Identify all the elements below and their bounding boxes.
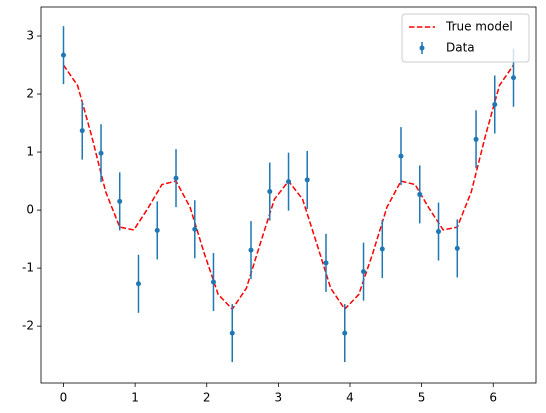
data-point (98, 150, 104, 156)
data-point (135, 281, 141, 287)
data-point (398, 153, 404, 159)
data-point (79, 128, 85, 134)
data-point (511, 75, 517, 81)
data-point (154, 227, 160, 233)
data-point (379, 246, 385, 252)
data-point (229, 330, 235, 336)
x-tick-label: 6 (489, 391, 497, 405)
plot-frame (40, 6, 537, 384)
legend-marker (419, 45, 425, 51)
data-point (436, 229, 442, 235)
data-point (323, 260, 329, 266)
legend-label: True model (445, 20, 513, 34)
y-tick-label: 0 (26, 203, 34, 217)
legend-label: Data (446, 41, 475, 55)
data-point (304, 177, 310, 183)
x-tick-label: 3 (275, 391, 283, 405)
data-point (454, 245, 460, 251)
data-point (342, 330, 348, 336)
y-tick-label: 1 (26, 145, 34, 159)
data-point (361, 269, 367, 275)
data-point (248, 247, 254, 253)
legend-box (401, 13, 530, 63)
x-tick-label: 0 (60, 391, 68, 405)
data-point (192, 226, 198, 232)
data-point (286, 179, 292, 185)
x-tick-label: 2 (203, 391, 211, 405)
y-tick-label: -1 (22, 261, 34, 275)
y-tick-label: 2 (26, 87, 34, 101)
y-tick-label: 3 (26, 29, 34, 43)
data-point (267, 189, 273, 195)
x-tick-label: 1 (131, 391, 139, 405)
data-point (117, 198, 123, 204)
x-tick-label: 5 (418, 391, 426, 405)
data-point (473, 136, 479, 142)
data-point (417, 191, 423, 197)
y-tick-label: -2 (22, 319, 34, 333)
data-point (210, 279, 216, 285)
data-point (60, 52, 66, 58)
data-point (173, 175, 179, 181)
x-tick-label: 4 (346, 391, 354, 405)
data-point (492, 101, 498, 107)
